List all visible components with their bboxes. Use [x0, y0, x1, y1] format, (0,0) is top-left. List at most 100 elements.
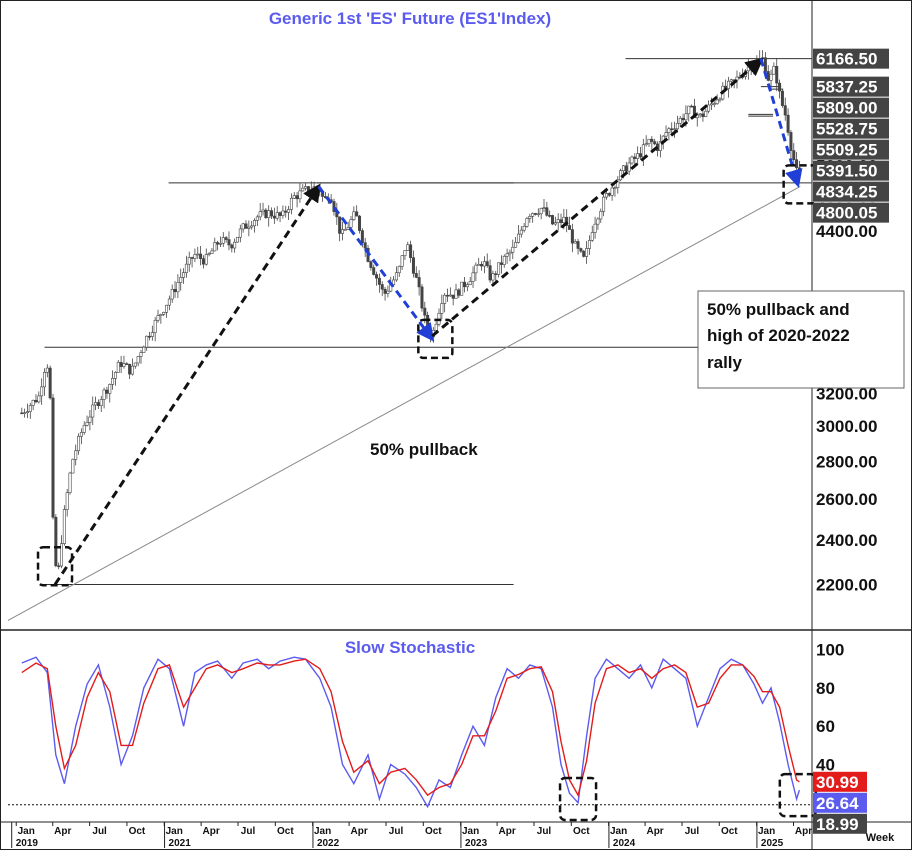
- candle-body-240: [701, 113, 705, 117]
- candle-body-265: [772, 66, 776, 75]
- x-month-label-8: Jan: [314, 826, 331, 837]
- candle-body-214: [627, 162, 631, 172]
- level-badge-label-7: 4800.05: [816, 204, 877, 223]
- x-month-label-0: Jan: [18, 826, 35, 837]
- candle-body-204: [599, 211, 603, 220]
- candle-body-245: [715, 99, 719, 104]
- candle-body-244: [712, 103, 716, 105]
- candle-body-270: [786, 114, 790, 133]
- candle-body-227: [664, 132, 668, 137]
- candle-body-124: [372, 267, 376, 275]
- candle-body-68: [213, 242, 217, 252]
- candle-body-97: [295, 195, 299, 200]
- x-month-label-18: Jul: [685, 826, 700, 837]
- candle-body-83: [255, 216, 259, 221]
- candle-body-269: [783, 105, 787, 116]
- candle-body-163: [482, 261, 486, 267]
- x-year-label-1: 2021: [169, 838, 192, 849]
- candle-body-272: [792, 150, 796, 161]
- candle-body-42: [139, 352, 143, 357]
- candle-body-63: [199, 253, 203, 259]
- candle-body-149: [443, 294, 447, 304]
- candle-body-188: [553, 222, 557, 225]
- candle-body-26: [94, 402, 98, 406]
- candle-body-186: [548, 215, 552, 217]
- x-month-label-6: Jul: [241, 826, 256, 837]
- candle-body-228: [667, 128, 671, 133]
- candle-body-168: [497, 262, 501, 275]
- trend-line: [7, 186, 801, 621]
- candle-body-159: [471, 272, 475, 282]
- candle-body-55: [176, 282, 180, 293]
- candle-body-79: [244, 223, 248, 229]
- candle-body-114: [343, 229, 347, 231]
- candle-body-179: [528, 216, 532, 219]
- level-badge-2: [813, 97, 889, 118]
- annotation-box: 50% pullback and high of 2020-2022 rally: [697, 290, 905, 389]
- candle-body-241: [704, 110, 708, 117]
- candle-body-160: [474, 264, 478, 274]
- candle-body-274: [797, 167, 801, 175]
- candle-body-189: [556, 219, 560, 223]
- candle-body-88: [270, 210, 274, 217]
- candle-body-174: [514, 242, 518, 248]
- stochastic-tick-label: 80: [816, 679, 835, 698]
- candle-body-37: [125, 363, 129, 365]
- candle-body-77: [238, 228, 242, 238]
- stochastic-badge-label-2: 18.99: [816, 815, 859, 834]
- candle-body-129: [386, 290, 390, 294]
- candle-body-176: [519, 229, 523, 235]
- x-month-label-10: Jul: [389, 826, 404, 837]
- candle-body-47: [153, 319, 157, 333]
- candle-body-58: [184, 263, 188, 273]
- candle-body-52: [167, 298, 171, 306]
- candle-body-215: [630, 156, 634, 164]
- candle-body-31: [108, 384, 112, 394]
- candle-body-84: [258, 211, 262, 218]
- candle-body-94: [287, 209, 291, 213]
- candle-body-266: [775, 66, 779, 84]
- x-year-label-5: 2025: [761, 838, 784, 849]
- candle-body-4: [31, 399, 35, 406]
- candle-body-78: [241, 223, 245, 230]
- candle-body-81: [250, 225, 254, 228]
- candle-body-116: [349, 219, 353, 228]
- candle-body-15: [62, 509, 66, 544]
- candle-body-172: [508, 251, 512, 255]
- candle-body-250: [729, 79, 733, 82]
- candle-body-235: [687, 105, 691, 115]
- candle-body-209: [613, 187, 617, 189]
- stochastic-title: Slow Stochastic: [345, 638, 475, 657]
- candle-body-182: [536, 213, 540, 216]
- x-month-label-12: Jan: [462, 826, 479, 837]
- candle-body-125: [375, 274, 379, 279]
- candle-body-205: [602, 196, 606, 212]
- candle-body-135: [403, 250, 407, 257]
- candle-body-51: [165, 304, 169, 313]
- x-month-label-7: Oct: [277, 826, 294, 837]
- candle-body-154: [457, 289, 461, 296]
- candle-body-14: [60, 543, 64, 567]
- level-badge-0: [813, 48, 889, 69]
- level-badge-5: [813, 160, 889, 181]
- candle-body-191: [562, 216, 566, 223]
- candle-body-232: [678, 117, 682, 124]
- candle-body-142: [423, 307, 427, 316]
- level-badge-label-3: 5528.75: [816, 120, 877, 139]
- candle-body-158: [468, 281, 472, 286]
- highlight-box-1: [417, 318, 454, 360]
- stochastic-badge-0: [813, 771, 867, 792]
- candle-body-253: [738, 76, 742, 79]
- level-badge-4: [813, 139, 889, 160]
- level-badge-6: [813, 181, 889, 202]
- candle-body-249: [726, 80, 730, 89]
- candle-body-72: [224, 237, 228, 240]
- candle-body-29: [102, 389, 106, 400]
- candle-body-56: [179, 277, 183, 283]
- y-tick-label: 4400.00: [816, 222, 877, 241]
- candle-body-89: [272, 215, 276, 219]
- candle-body-48: [156, 315, 160, 321]
- candle-body-24: [88, 416, 92, 423]
- candle-body-40: [133, 362, 137, 367]
